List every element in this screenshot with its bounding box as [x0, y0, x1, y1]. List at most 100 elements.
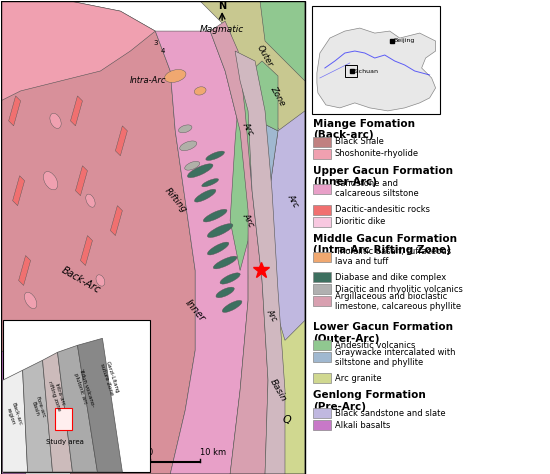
Ellipse shape: [213, 256, 237, 269]
Ellipse shape: [40, 353, 52, 368]
Ellipse shape: [180, 141, 197, 151]
Bar: [313, 184, 331, 194]
Ellipse shape: [202, 179, 218, 187]
Text: Arc: Arc: [240, 212, 256, 229]
Text: Fore-arc
Basin: Fore-arc Basin: [29, 396, 46, 420]
Polygon shape: [70, 96, 82, 126]
Ellipse shape: [220, 273, 240, 284]
Polygon shape: [58, 346, 97, 472]
Ellipse shape: [204, 210, 227, 222]
Ellipse shape: [96, 275, 105, 286]
Text: Yidun volcano-
plutonic arc: Yidun volcano- plutonic arc: [72, 367, 95, 409]
Text: Arc granite: Arc granite: [335, 374, 382, 383]
Text: Diacitic and rhyolitic volcanics: Diacitic and rhyolitic volcanics: [335, 285, 463, 294]
Polygon shape: [23, 360, 53, 472]
Bar: [313, 217, 331, 227]
Text: Q: Q: [283, 415, 292, 425]
Polygon shape: [9, 96, 20, 126]
Text: Outer: Outer: [255, 44, 275, 69]
Text: Genlong Formation
(Pre-Arc): Genlong Formation (Pre-Arc): [313, 390, 426, 412]
Ellipse shape: [216, 287, 234, 298]
Bar: [313, 284, 331, 294]
Polygon shape: [1, 1, 155, 101]
Text: Sichuan: Sichuan: [354, 69, 379, 74]
Ellipse shape: [127, 375, 134, 385]
Bar: [313, 420, 331, 430]
Bar: [313, 149, 331, 159]
Bar: [1, 1, 305, 474]
Text: Study area: Study area: [46, 439, 84, 445]
Text: Arc: Arc: [285, 192, 300, 209]
Bar: [313, 408, 331, 418]
Text: 0: 0: [148, 448, 153, 457]
Text: Shoshonite-rhyolide: Shoshonite-rhyolide: [335, 149, 419, 158]
Polygon shape: [1, 350, 26, 474]
Text: Black sandstone and slate: Black sandstone and slate: [335, 409, 446, 418]
Text: Sandstone and
calcareous siltstone: Sandstone and calcareous siltstone: [335, 179, 419, 199]
Text: Alkali basalts: Alkali basalts: [335, 420, 390, 429]
Ellipse shape: [195, 189, 216, 202]
Ellipse shape: [12, 415, 19, 425]
Bar: [313, 273, 331, 283]
Polygon shape: [260, 1, 305, 81]
Ellipse shape: [206, 151, 224, 160]
Text: Middle Gacun Formation
(Intra-Arc Rifting Zone): Middle Gacun Formation (Intra-Arc Riftin…: [313, 234, 457, 255]
Bar: [313, 137, 331, 147]
Bar: [3, 320, 150, 472]
Bar: [313, 340, 331, 350]
Polygon shape: [23, 325, 35, 356]
Ellipse shape: [50, 113, 61, 128]
Bar: [312, 6, 439, 114]
Text: Arc: Arc: [241, 120, 255, 137]
Text: N: N: [218, 1, 226, 11]
Polygon shape: [42, 352, 73, 472]
Text: Intra-Arc: Intra-Arc: [130, 76, 167, 85]
Text: 3: 3: [153, 40, 157, 46]
Bar: [313, 252, 331, 262]
Text: 4: 4: [161, 48, 166, 54]
Polygon shape: [111, 206, 122, 236]
Ellipse shape: [43, 172, 58, 190]
Ellipse shape: [164, 70, 186, 82]
Text: Tholeiitic basalt, tuffaceous
lava and tuff: Tholeiitic basalt, tuffaceous lava and t…: [335, 247, 451, 266]
Ellipse shape: [194, 87, 206, 95]
Text: Inner: Inner: [183, 298, 207, 323]
Text: Upper Gacun Formation
(Inner-Arc): Upper Gacun Formation (Inner-Arc): [313, 166, 453, 187]
Ellipse shape: [207, 224, 233, 237]
Text: Andesitic volcanics: Andesitic volcanics: [335, 341, 415, 350]
Text: Lower Gacun Formation
(Outer-Arc): Lower Gacun Formation (Outer-Arc): [313, 322, 453, 344]
Polygon shape: [317, 28, 436, 111]
Polygon shape: [3, 370, 28, 472]
Polygon shape: [200, 1, 305, 171]
Polygon shape: [80, 236, 92, 265]
Text: Beijing: Beijing: [394, 38, 415, 43]
Polygon shape: [155, 31, 248, 474]
Text: Magmatic: Magmatic: [200, 25, 244, 34]
Polygon shape: [268, 111, 305, 340]
Bar: [54, 408, 73, 430]
Bar: [313, 296, 331, 306]
Polygon shape: [13, 176, 25, 206]
Text: 10 km: 10 km: [200, 448, 226, 457]
Text: Arc: Arc: [265, 308, 279, 323]
Ellipse shape: [179, 125, 192, 133]
Ellipse shape: [185, 161, 200, 170]
Polygon shape: [235, 51, 285, 474]
Text: Graywacke intercalated with
siltstone and phyllite: Graywacke intercalated with siltstone an…: [335, 347, 455, 367]
Bar: [313, 352, 331, 362]
Ellipse shape: [56, 414, 65, 427]
Ellipse shape: [188, 164, 213, 178]
Polygon shape: [116, 126, 128, 156]
Text: Rifting: Rifting: [162, 187, 188, 215]
Text: Back-arc
region: Back-arc region: [5, 402, 23, 428]
Polygon shape: [230, 61, 278, 271]
Polygon shape: [19, 255, 31, 285]
Ellipse shape: [222, 301, 242, 312]
Text: Garzi-Litang
suture Zone: Garzi-Litang suture Zone: [99, 361, 120, 396]
Bar: [345, 65, 357, 77]
Bar: [313, 205, 331, 215]
Text: Back-Arc: Back-Arc: [59, 265, 102, 296]
Text: Black Shale: Black Shale: [335, 137, 384, 146]
Bar: [313, 373, 331, 383]
Ellipse shape: [86, 194, 95, 207]
